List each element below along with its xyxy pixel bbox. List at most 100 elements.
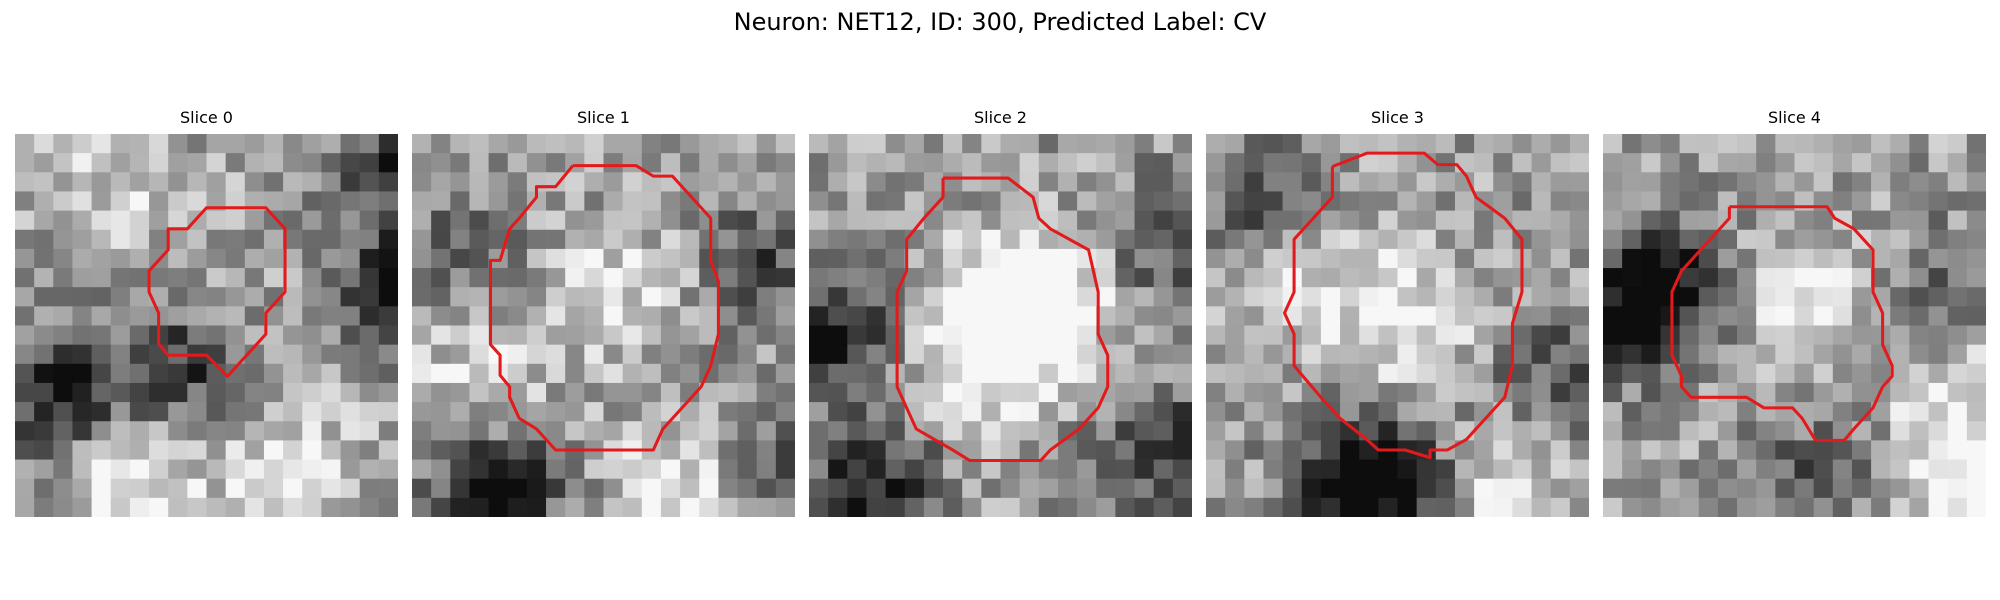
image-pixel (1096, 287, 1116, 307)
image-pixel (775, 229, 795, 250)
image-pixel (1359, 172, 1379, 192)
image-pixel (244, 325, 265, 346)
image-pixel (1813, 325, 1834, 346)
image-pixel (1172, 497, 1192, 517)
image-pixel (1550, 325, 1571, 346)
image-pixel (469, 268, 489, 288)
image-pixel (1096, 172, 1116, 192)
image-pixel (110, 172, 131, 192)
image-pixel (943, 344, 963, 365)
image-pixel (962, 306, 982, 326)
image-pixel (1263, 497, 1283, 517)
image-pixel (263, 402, 284, 422)
image-pixel (283, 382, 303, 403)
image-pixel (718, 325, 738, 346)
image-pixel (1622, 402, 1642, 422)
image-pixel (72, 210, 92, 231)
image-pixel (302, 134, 322, 154)
image-pixel (469, 421, 489, 441)
image-pixel (1378, 402, 1398, 422)
image-pixel (1172, 382, 1192, 403)
image-pixel (1096, 459, 1116, 480)
image-pixel (1340, 248, 1360, 269)
image-pixel (1832, 306, 1853, 326)
slice-title: Slice 2 (974, 108, 1027, 127)
image-pixel (168, 421, 188, 441)
image-pixel (1909, 153, 1929, 173)
image-pixel (1000, 248, 1021, 269)
image-pixel (187, 478, 207, 499)
image-pixel (1890, 134, 1910, 154)
image-pixel (622, 210, 643, 231)
image-pixel (1416, 248, 1437, 269)
image-pixel (263, 248, 284, 269)
image-pixel (359, 497, 380, 517)
image-pixel (828, 268, 848, 288)
image-pixel (412, 459, 432, 480)
image-pixel (469, 325, 489, 346)
image-pixel (699, 153, 719, 173)
image-pixel (225, 382, 246, 403)
image-pixel (1096, 440, 1116, 460)
image-pixel (718, 363, 738, 384)
image-pixel (584, 306, 604, 326)
image-pixel (1832, 382, 1853, 403)
image-pixel (53, 248, 73, 269)
image-pixel (507, 421, 528, 441)
image-pixel (1378, 191, 1398, 211)
image-pixel (526, 134, 547, 154)
image-pixel (187, 248, 207, 269)
image-pixel (1263, 363, 1283, 384)
image-pixel (431, 306, 451, 326)
image-pixel (923, 134, 944, 154)
image-pixel (885, 440, 906, 460)
image-pixel (526, 191, 547, 211)
image-pixel (1622, 325, 1642, 346)
image-pixel (828, 344, 848, 365)
image-pixel (1115, 191, 1135, 211)
image-pixel (1909, 325, 1929, 346)
image-pixel (263, 172, 284, 192)
image-pixel (1397, 325, 1418, 346)
image-pixel (809, 344, 829, 365)
image-pixel (1928, 421, 1949, 441)
image-pixel (526, 363, 547, 384)
image-pixel (1622, 172, 1642, 192)
image-pixel (809, 325, 829, 346)
image-pixel (507, 344, 528, 365)
image-pixel (885, 402, 906, 422)
image-pixel (775, 191, 795, 211)
image-pixel (168, 402, 188, 422)
image-pixel (431, 134, 451, 154)
image-pixel (885, 497, 906, 517)
image-pixel (507, 459, 528, 480)
image-pixel (1435, 363, 1456, 384)
image-pixel (34, 363, 54, 384)
image-pixel (885, 325, 906, 346)
image-pixel (263, 440, 284, 460)
image-pixel (1832, 191, 1853, 211)
image-pixel (225, 440, 246, 460)
image-pixel (904, 478, 925, 499)
image-pixel (847, 248, 867, 269)
image-pixel (1378, 287, 1398, 307)
image-pixel (110, 210, 131, 231)
image-pixel (1928, 153, 1949, 173)
image-pixel (1416, 402, 1437, 422)
image-pixel (1660, 191, 1680, 211)
image-pixel (1206, 134, 1226, 154)
image-pixel (1794, 210, 1815, 231)
image-pixel (1851, 325, 1872, 346)
image-pixel (72, 402, 92, 422)
image-pixel (1775, 248, 1795, 269)
image-pixel (1832, 497, 1853, 517)
image-pixel (1641, 363, 1661, 384)
image-pixel (1244, 153, 1264, 173)
image-pixel (187, 268, 207, 288)
image-pixel (15, 382, 35, 403)
image-pixel (1282, 440, 1303, 460)
image-pixel (1263, 402, 1283, 422)
slice-panel-4: Slice 4 (1603, 108, 1986, 517)
image-pixel (1435, 402, 1456, 422)
image-pixel (206, 497, 227, 517)
